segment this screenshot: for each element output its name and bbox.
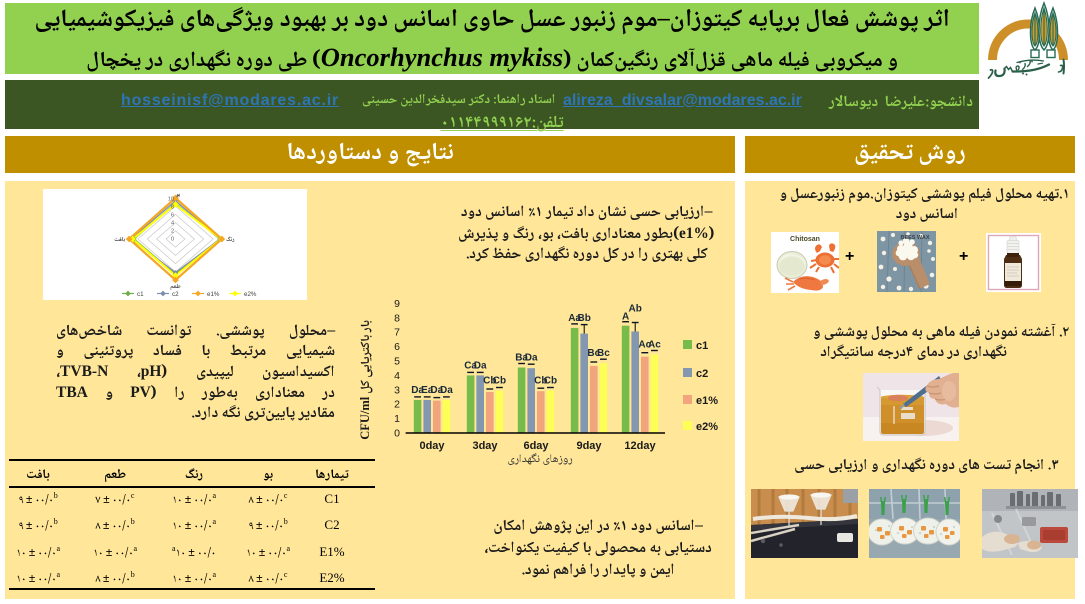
svg-text:3: 3 [394, 384, 400, 396]
svg-text:0: 0 [394, 428, 400, 440]
svg-text:Da: Da [474, 360, 487, 371]
svg-text:2: 2 [171, 229, 174, 235]
svg-text:8: 8 [394, 312, 400, 324]
svg-text:Ea: Ea [421, 385, 434, 396]
svg-text:c1: c1 [696, 340, 708, 352]
svg-text:بافت: بافت [114, 235, 125, 245]
svg-text:e2%: e2% [696, 421, 718, 433]
svg-text:1: 1 [394, 413, 400, 425]
svg-text:0: 0 [171, 237, 174, 243]
svg-text:Cb: Cb [544, 376, 557, 387]
svg-text:5: 5 [394, 356, 400, 368]
svg-text:BEES WAX: BEES WAX [900, 235, 929, 241]
svg-text:Ca: Ca [464, 360, 477, 371]
svg-text:Cb: Cb [534, 376, 547, 387]
svg-text:Bb: Bb [578, 313, 591, 324]
svg-text:4: 4 [171, 221, 174, 227]
svg-text:Da: Da [525, 353, 538, 364]
svg-text:Chitosan: Chitosan [790, 236, 820, 243]
svg-text:Ac: Ac [638, 340, 651, 351]
svg-text:Bc: Bc [587, 348, 600, 359]
svg-text:Cb: Cb [483, 376, 496, 387]
svg-text:Da: Da [411, 385, 424, 396]
svg-text:Bc: Bc [597, 348, 610, 359]
svg-text:6: 6 [171, 213, 174, 219]
svg-text:Cb: Cb [493, 376, 506, 387]
svg-text:7: 7 [394, 327, 400, 339]
svg-text:9: 9 [394, 298, 400, 310]
svg-text:c1: c1 [137, 291, 144, 298]
svg-text:10: 10 [168, 197, 174, 203]
svg-text:Aa: Aa [568, 313, 581, 324]
svg-text:6day: 6day [523, 440, 549, 452]
svg-text:رنگ: رنگ [226, 235, 235, 245]
svg-text:Da: Da [440, 385, 453, 396]
svg-text:Ac: Ac [648, 340, 661, 351]
svg-text:12day: 12day [624, 440, 656, 452]
svg-text:بو: بو [176, 190, 181, 200]
svg-text:e1%: e1% [207, 291, 220, 298]
svg-text:Ab: Ab [629, 304, 642, 315]
svg-text:A: A [622, 312, 629, 323]
svg-text:9day: 9day [576, 440, 602, 452]
svg-text:4: 4 [394, 370, 400, 382]
svg-text:روزهای نگهداری: روزهای نگهداری [507, 451, 572, 465]
svg-text:2: 2 [394, 399, 400, 411]
svg-text:e2%: e2% [244, 291, 257, 298]
svg-text:6: 6 [394, 341, 400, 353]
svg-text:e1%: e1% [696, 395, 718, 407]
svg-text:Ba: Ba [515, 353, 528, 364]
svg-text:c2: c2 [696, 368, 708, 380]
svg-text:c2: c2 [172, 291, 179, 298]
svg-text:CFU/ml بار باکتریایی کل: CFU/ml بار باکتریایی کل [356, 320, 377, 440]
svg-text:0day: 0day [419, 440, 445, 452]
svg-text:3day: 3day [472, 440, 498, 452]
svg-text:Da: Da [430, 385, 443, 396]
svg-text:8: 8 [171, 205, 174, 211]
svg-text:طعم: طعم [170, 282, 180, 292]
